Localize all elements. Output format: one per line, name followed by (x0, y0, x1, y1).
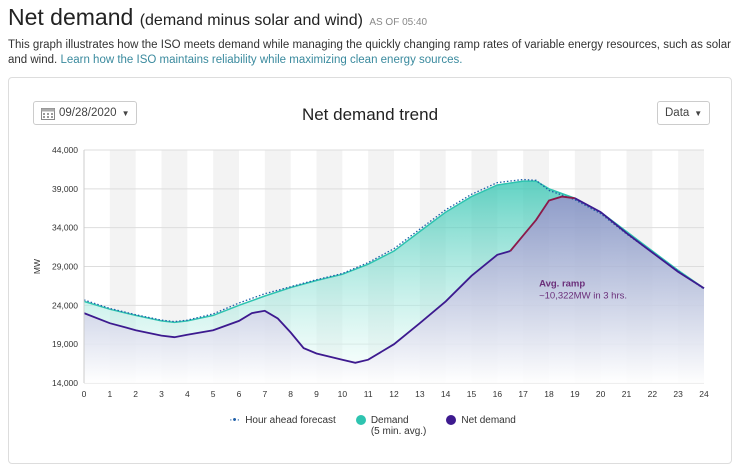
x-tick-label: 7 (262, 389, 267, 399)
chevron-down-icon: ▼ (121, 108, 130, 118)
learn-more-link[interactable]: Learn how the ISO maintains reliability … (60, 54, 463, 66)
demand-dot-icon (355, 415, 366, 425)
x-tick-label: 0 (82, 389, 87, 399)
x-tick-label: 10 (338, 389, 348, 399)
date-picker-button[interactable]: 09/28/2020 ▼ (33, 101, 138, 125)
x-tick-label: 11 (364, 389, 373, 399)
x-tick-label: 6 (237, 389, 242, 399)
dotted-line-icon: ·•· (229, 414, 241, 426)
y-tick-label: 39,000 (52, 184, 78, 194)
forecast-line (83, 178, 705, 323)
as-of-time: AS OF 05:40 (369, 17, 428, 28)
x-tick-label: 21 (622, 389, 632, 399)
net-demand-line (574, 197, 705, 289)
chart-card: 09/28/2020 ▼ Net demand trend Data ▼ ·•· Ho… (8, 77, 732, 464)
date-value: 09/28/2020 (59, 107, 117, 119)
net-demand-area (84, 196, 704, 383)
x-tick-label: 19 (570, 389, 580, 399)
x-tick-label: 23 (673, 389, 683, 399)
data-label: Data (665, 107, 690, 119)
x-tick-label: 12 (389, 389, 399, 399)
demand-area (84, 181, 704, 363)
ramp-annotation-title: Avg. ramp (539, 279, 585, 290)
y-tick-label: 24,000 (52, 300, 78, 310)
x-tick-label: 20 (596, 389, 606, 399)
legend-demand[interactable]: Demand (5 min. avg.) (355, 415, 426, 437)
calendar-icon (41, 107, 55, 120)
legend: ·•· Hour ahead forecast Demand (5 min. avg… (229, 414, 516, 438)
x-tick-label: 15 (467, 389, 477, 399)
x-tick-label: 8 (288, 389, 293, 399)
x-tick-label: 2 (133, 389, 138, 399)
x-tick-label: 22 (648, 389, 658, 399)
net-demand-dot-icon (446, 415, 457, 425)
x-tick-label: 13 (415, 389, 425, 399)
legend-net-demand[interactable]: Net demand (446, 415, 516, 437)
x-tick-label: 16 (493, 389, 503, 399)
chart-title: Net demand trend (301, 105, 439, 124)
x-tick-label: 1 (107, 389, 112, 399)
net-demand-line (83, 250, 511, 364)
y-tick-label: 19,000 (52, 339, 78, 349)
page-subtitle: (demand minus solar and wind) (139, 12, 363, 29)
data-dropdown-button[interactable]: Data ▼ (657, 101, 711, 125)
legend-forecast[interactable]: ·•· Hour ahead forecast (229, 414, 336, 427)
net-demand-ramp-line (509, 195, 575, 252)
x-tick-label: 18 (544, 389, 554, 399)
ramp-annotation-text: ~10,322MW in 3 hrs. (539, 291, 627, 302)
page-title: Net demand (demand minus solar and wind)… (8, 4, 428, 30)
y-tick-label: 34,000 (52, 223, 78, 233)
x-tick-label: 5 (211, 389, 216, 399)
y-tick-label: 44,000 (52, 145, 78, 155)
y-tick-label: 14,000 (52, 378, 78, 388)
x-tick-label: 9 (314, 389, 319, 399)
x-tick-label: 17 (518, 389, 528, 399)
y-axis-label: MW (32, 259, 42, 274)
description: This graph illustrates how the ISO meets… (8, 39, 731, 66)
x-tick-label: 24 (699, 389, 709, 399)
x-tick-label: 3 (159, 389, 164, 399)
x-tick-label: 4 (185, 389, 190, 399)
x-tick-label: 14 (441, 389, 451, 399)
chevron-down-icon: ▼ (694, 108, 703, 118)
y-tick-label: 29,000 (52, 262, 78, 272)
